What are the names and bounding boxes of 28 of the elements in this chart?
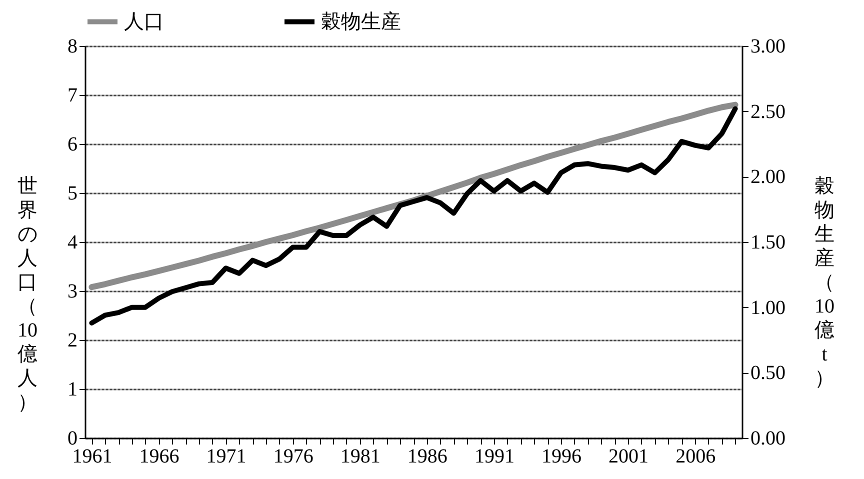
x-tick-label: 1991 [474,446,514,468]
y-tick-label: 2 [68,330,78,352]
legend-label: 人口 [124,10,164,33]
y2-tick-label: 0.50 [750,362,786,384]
legend-label: 穀物生産 [321,10,401,33]
y-tick-label: 5 [68,182,78,204]
y2-tick-label: 2.50 [750,100,786,123]
y2-tick-label: 2.00 [750,166,786,188]
x-tick-label: 2006 [676,446,716,468]
y2-tick-label: 1.50 [750,232,786,254]
text: 穀物生産（10億t） [814,176,834,390]
y2-tick-label: 3.00 [750,36,786,58]
y-tick-label: 7 [68,84,78,106]
x-tick-label: 1981 [340,446,380,468]
text: 世界の人口（10億人） [18,176,38,414]
x-tick-label: 1966 [139,446,180,468]
y-tick-label: 8 [68,36,78,58]
x-tick-label: 1976 [273,446,314,468]
y-tick-label: 6 [68,134,78,156]
x-tick-label: 1986 [407,446,448,468]
y2-tick-label: 1.00 [750,296,786,319]
x-tick-label: 2001 [608,446,649,468]
y-tick-label: 1 [68,378,78,400]
x-tick-label: 1971 [206,446,246,468]
x-tick-label: 1996 [541,446,582,468]
y-tick-label: 4 [68,232,78,254]
y-tick-label: 3 [68,280,78,302]
y2-tick-label: 0.00 [750,428,786,450]
